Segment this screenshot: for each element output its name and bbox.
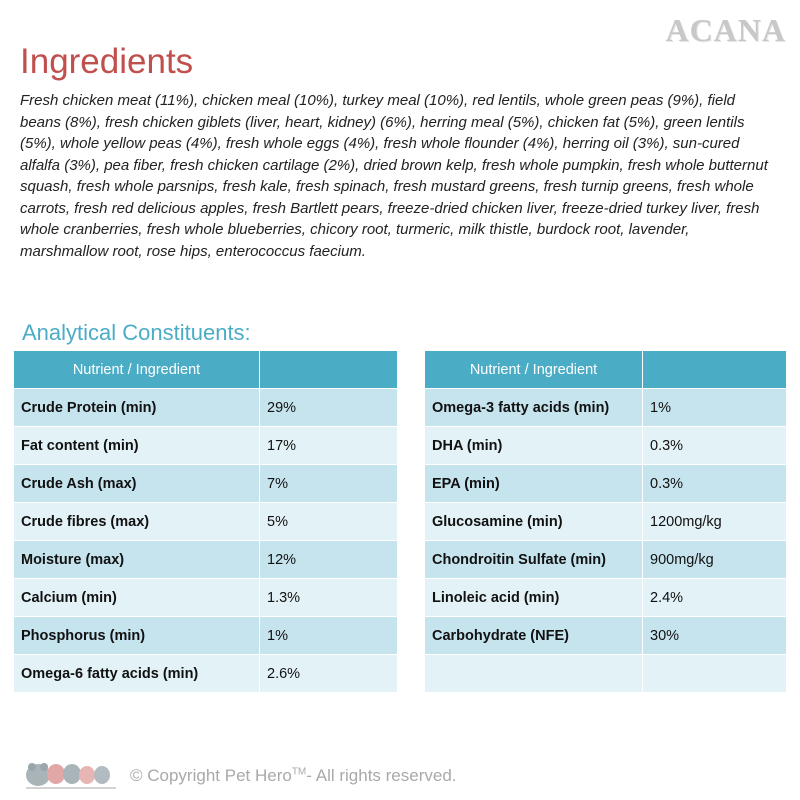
nutrient-name: Crude Protein (min) [13, 388, 260, 427]
nutrient-name: Moisture (max) [13, 540, 260, 579]
nutrient-name: Glucosamine (min) [424, 502, 643, 541]
nutrient-value: 1% [642, 388, 787, 427]
analytical-constituents-heading: Analytical Constituents: [22, 320, 251, 345]
header-nutrient: Nutrient / Ingredient [424, 350, 643, 389]
nutrient-value: 1.3% [259, 578, 398, 617]
table-row: Crude fibres (max) 5% [13, 502, 398, 541]
table-row: Carbohydrate (NFE) 30% [424, 616, 787, 655]
nutrient-value: 2.4% [642, 578, 787, 617]
nutrient-value: 17% [259, 426, 398, 465]
table-row: EPA (min) 0.3% [424, 464, 787, 503]
nutrient-name: Omega-6 fatty acids (min) [13, 654, 260, 693]
table-row: Fat content (min) 17% [13, 426, 398, 465]
table-row: Linoleic acid (min) 2.4% [424, 578, 787, 617]
nutrient-table-right: Nutrient / Ingredient Omega-3 fatty acid… [424, 350, 787, 693]
nutrient-value: 7% [259, 464, 398, 503]
nutrient-value: 12% [259, 540, 398, 579]
table-row: Glucosamine (min) 1200mg/kg [424, 502, 787, 541]
footer: © Copyright Pet HeroTM- All rights reser… [22, 758, 622, 794]
brand-logo: ACANA [665, 12, 786, 48]
header-nutrient: Nutrient / Ingredient [13, 350, 260, 389]
table-header-row: Nutrient / Ingredient [424, 350, 787, 389]
table-row: Calcium (min) 1.3% [13, 578, 398, 617]
nutrient-value: 0.3% [642, 464, 787, 503]
ingredients-list: Fresh chicken meat (11%), chicken meal (… [20, 92, 768, 260]
table-row: Crude Ash (max) 7% [13, 464, 398, 503]
nutrient-name: Chondroitin Sulfate (min) [424, 540, 643, 579]
nutrient-name [424, 654, 643, 693]
trademark-mark: TM [291, 766, 307, 778]
copyright-prefix: © Copyright Pet Hero [130, 766, 292, 785]
table-row [424, 654, 787, 693]
table-header-row: Nutrient / Ingredient [13, 350, 398, 389]
nutrient-name: Crude fibres (max) [13, 502, 260, 541]
table-row: Crude Protein (min) 29% [13, 388, 398, 427]
nutrient-name: DHA (min) [424, 426, 643, 465]
table-row: Omega-3 fatty acids (min) 1% [424, 388, 787, 427]
nutrient-table-left: Nutrient / Ingredient Crude Protein (min… [13, 350, 398, 693]
nutrient-value: 0.3% [642, 426, 787, 465]
nutrient-value: 29% [259, 388, 398, 427]
nutrient-name: Calcium (min) [13, 578, 260, 617]
nutrient-value: 900mg/kg [642, 540, 787, 579]
header-value [642, 350, 787, 389]
nutrient-name: Linoleic acid (min) [424, 578, 643, 617]
nutrient-value [642, 654, 787, 693]
nutrient-name: Omega-3 fatty acids (min) [424, 388, 643, 427]
table-row: Chondroitin Sulfate (min) 900mg/kg [424, 540, 787, 579]
nutrient-name: Phosphorus (min) [13, 616, 260, 655]
table-row: DHA (min) 0.3% [424, 426, 787, 465]
copyright-suffix: - All rights reserved. [306, 766, 457, 785]
table-row: Phosphorus (min) 1% [13, 616, 398, 655]
table-row: Omega-6 fatty acids (min) 2.6% [13, 654, 398, 693]
copyright-text: © Copyright Pet HeroTM- All rights reser… [130, 766, 457, 786]
table-row: Moisture (max) 12% [13, 540, 398, 579]
nutrient-value: 1200mg/kg [642, 502, 787, 541]
nutrient-value: 2.6% [259, 654, 398, 693]
nutrient-name: Fat content (min) [13, 426, 260, 465]
header-value [259, 350, 398, 389]
nutrient-value: 5% [259, 502, 398, 541]
page-title: Ingredients [20, 42, 194, 81]
nutrient-value: 30% [642, 616, 787, 655]
nutrient-name: Carbohydrate (NFE) [424, 616, 643, 655]
nutrient-name: EPA (min) [424, 464, 643, 503]
nutrient-name: Crude Ash (max) [13, 464, 260, 503]
nutrient-value: 1% [259, 616, 398, 655]
pet-hero-logo [26, 763, 116, 789]
